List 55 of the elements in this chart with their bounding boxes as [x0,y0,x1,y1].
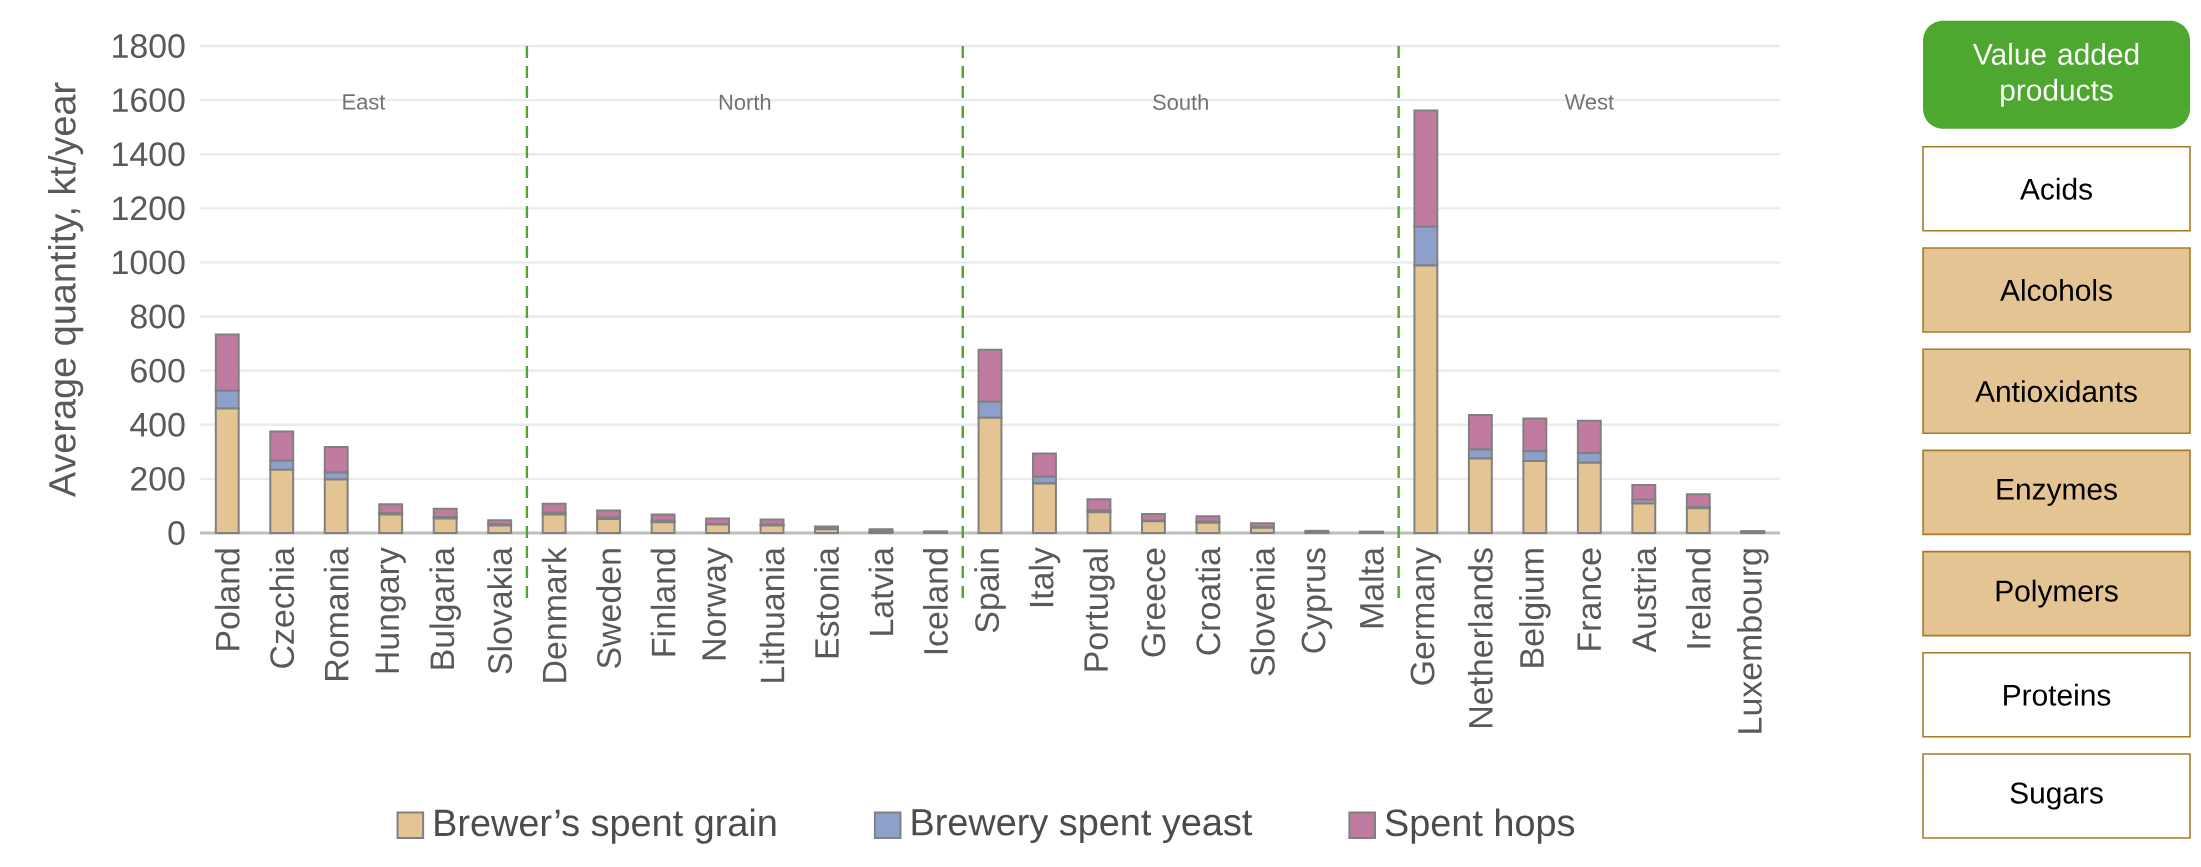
x-tick-label: Sweden [596,549,622,668]
legend-label: Brewery spent yeast [912,809,1253,844]
x-tick-label: Ireland [1685,549,1711,648]
y-tick-label: 800 [130,304,185,329]
x-tick-label: Netherlands [1467,548,1493,727]
x-tick-label: Croatia [1195,547,1221,655]
y-tick-label: 1000 [113,250,185,275]
x-tick-label: Belgium [1519,549,1551,667]
y-tick-label: 600 [131,358,185,383]
legend-label: Brewer’s spent grain [435,808,776,844]
x-tick-label: Lithuania [759,547,785,682]
x-tick-label: Luxembourg [1736,549,1769,733]
text: Antioxidants [1975,380,2137,403]
x-tick-label: Spain [974,549,1006,633]
x-tick-label: Greece [1141,548,1166,657]
x-tick-label: Iceland [923,549,948,654]
y-axis-title: Average quantity, kt/year [47,82,84,498]
y-tick-label: 200 [131,466,185,491]
x-tick-label: Slovakia [487,547,513,674]
text: North [719,93,771,111]
y-tick-label: 1600 [113,88,185,113]
x-tick-label: Poland [214,549,240,650]
text: West [1564,94,1614,110]
x-tick-label: Austria [1631,547,1657,653]
x-tick-label: Romania [323,547,349,680]
x-tick-label: Estonia [814,547,839,658]
text: Value added products [1973,42,2139,107]
x-tick-label: Slovenia [1249,547,1275,676]
x-tick-label: Czechia [269,547,295,668]
x-tick-label: Portugal [1083,549,1115,671]
text: Acids [2020,177,2092,200]
x-tick-label: Denmark [541,547,567,682]
legend-label: Spent hops [1385,808,1575,844]
x-tick-label: Norway [702,547,733,660]
text: East [343,94,386,110]
text: Sugars [2010,782,2103,810]
x-tick-label: Bulgaria [429,547,461,669]
text: Enzymes [1997,479,2117,506]
x-tick-label: Finland [650,549,676,656]
y-tick-label: 1400 [113,142,185,167]
x-tick-label: Latvia [868,547,894,635]
x-tick-label: Italy [1028,547,1061,607]
x-tick-label: Cyprus [1301,548,1333,653]
x-tick-label: France [1577,548,1602,650]
y-tick-label: 0 [168,521,185,545]
text: Proteins [2004,683,2111,706]
text: South [1153,93,1208,111]
x-tick-label: Germany [1410,547,1442,685]
x-tick-label: Hungary [375,547,406,673]
text: Polymers [1996,579,2118,608]
text: Alcohols [2000,279,2112,301]
y-tick-label: 400 [130,412,185,437]
y-tick-label: 1800 [113,34,185,58]
y-tick-label: 1200 [113,196,185,221]
x-tick-label: Malta [1358,547,1384,628]
